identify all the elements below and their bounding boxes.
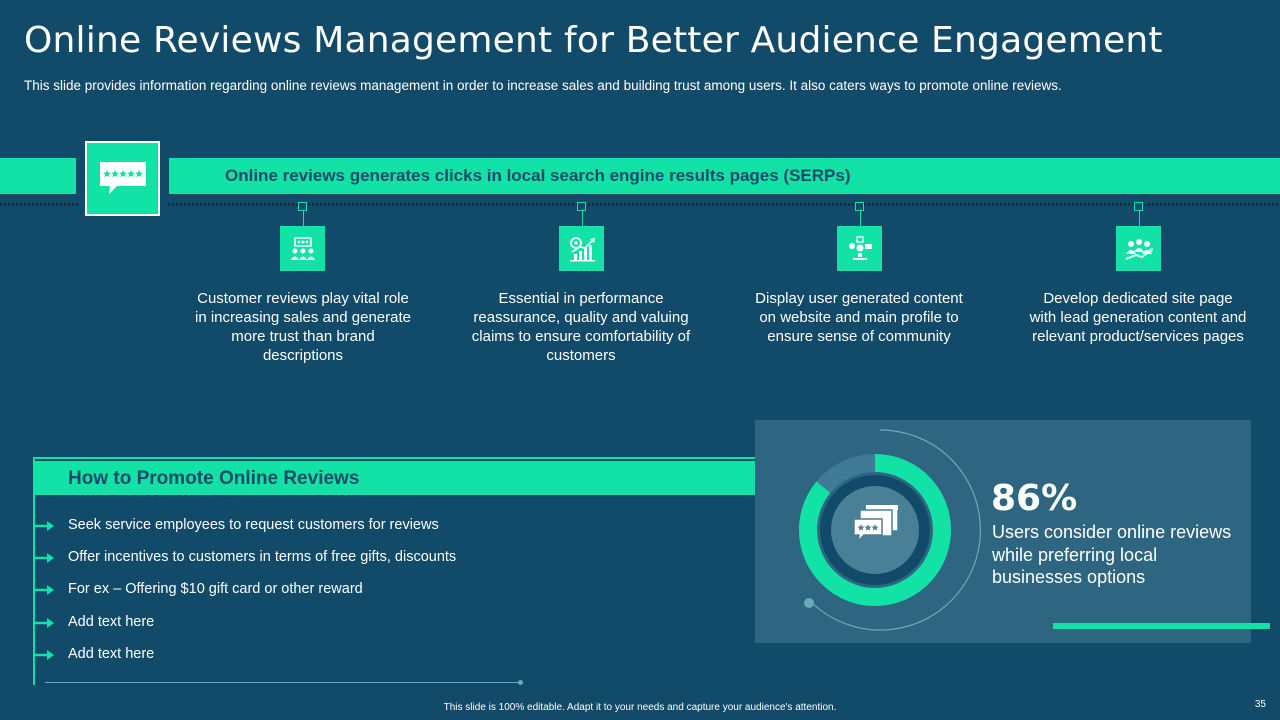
connector-line <box>1139 211 1140 227</box>
donut-value-arc <box>799 454 951 606</box>
feature-text-2: Essential in performance reassurance, qu… <box>471 290 691 364</box>
promote-item-text: Offer incentives to customers in terms o… <box>68 549 457 565</box>
connector-line <box>860 211 861 227</box>
connector-node <box>577 202 586 211</box>
promote-top-border <box>33 457 768 459</box>
promote-item-5: Add text here <box>35 645 555 667</box>
performance-growth-icon <box>569 236 595 261</box>
page-number: 35 <box>1254 699 1266 710</box>
feature-icon-box <box>280 226 325 271</box>
promote-item-4: Add text here <box>35 613 555 635</box>
arrow-right-icon <box>35 585 54 595</box>
promote-item-text: Add text here <box>68 646 155 662</box>
promote-item-text: Add text here <box>68 614 155 630</box>
arrow-right-icon <box>35 618 54 628</box>
promote-title: How to Promote Online Reviews <box>68 468 360 489</box>
connector-line <box>582 211 583 227</box>
footer-note: This slide is 100% editable. Adapt it to… <box>443 702 837 713</box>
review-stars-chat-icon <box>99 161 146 194</box>
stat-accent-bar <box>1053 623 1270 629</box>
connector-node <box>855 202 864 211</box>
stat-value: 86% <box>991 478 1078 519</box>
connector-node <box>1134 202 1143 211</box>
stat-description: Users consider online reviews while pref… <box>992 522 1232 587</box>
connector-line <box>303 211 304 227</box>
feature-icon-box <box>559 226 604 271</box>
team-meeting-icon <box>290 236 315 260</box>
promote-left-border <box>33 457 35 685</box>
banner-icon-box <box>85 141 160 216</box>
promote-item-3: For ex – Offering $10 gift card or other… <box>35 580 555 602</box>
promote-item-1: Seek service employees to request custom… <box>35 516 555 538</box>
promote-header-bar <box>35 461 755 495</box>
promote-item-text: For ex – Offering $10 gift card or other… <box>68 581 363 597</box>
outer-arc <box>807 429 981 631</box>
connector-node <box>298 202 307 211</box>
community-content-icon <box>848 235 872 260</box>
lead-generation-icon <box>1125 238 1153 260</box>
browser-review-icon <box>853 504 899 544</box>
arrow-right-icon <box>35 553 54 563</box>
promote-item-text: Seek service employees to request custom… <box>68 517 439 533</box>
banner-left-bar <box>0 158 76 194</box>
feature-icon-box <box>837 226 882 271</box>
promote-bottom-dot <box>518 680 523 685</box>
arrow-right-icon <box>35 650 54 660</box>
slide-subtitle: This slide provides information regardin… <box>24 78 1062 93</box>
dotted-divider <box>0 203 1280 206</box>
outer-arc-dot <box>804 598 814 608</box>
promote-item-2: Offer incentives to customers in terms o… <box>35 548 555 570</box>
feature-icon-box <box>1116 226 1161 271</box>
banner-text: Online reviews generates clicks in local… <box>225 166 851 185</box>
arrow-right-icon <box>35 521 54 531</box>
feature-text-3: Display user generated content on websit… <box>755 290 963 345</box>
stat-donut-chart <box>799 429 981 631</box>
feature-text-1: Customer reviews play vital role in incr… <box>195 290 411 364</box>
banner-bar <box>169 158 1280 194</box>
feature-text-4: Develop dedicated site page with lead ge… <box>1029 290 1247 345</box>
slide-title: Online Reviews Management for Better Aud… <box>24 20 1163 61</box>
promote-bottom-line <box>45 682 521 683</box>
